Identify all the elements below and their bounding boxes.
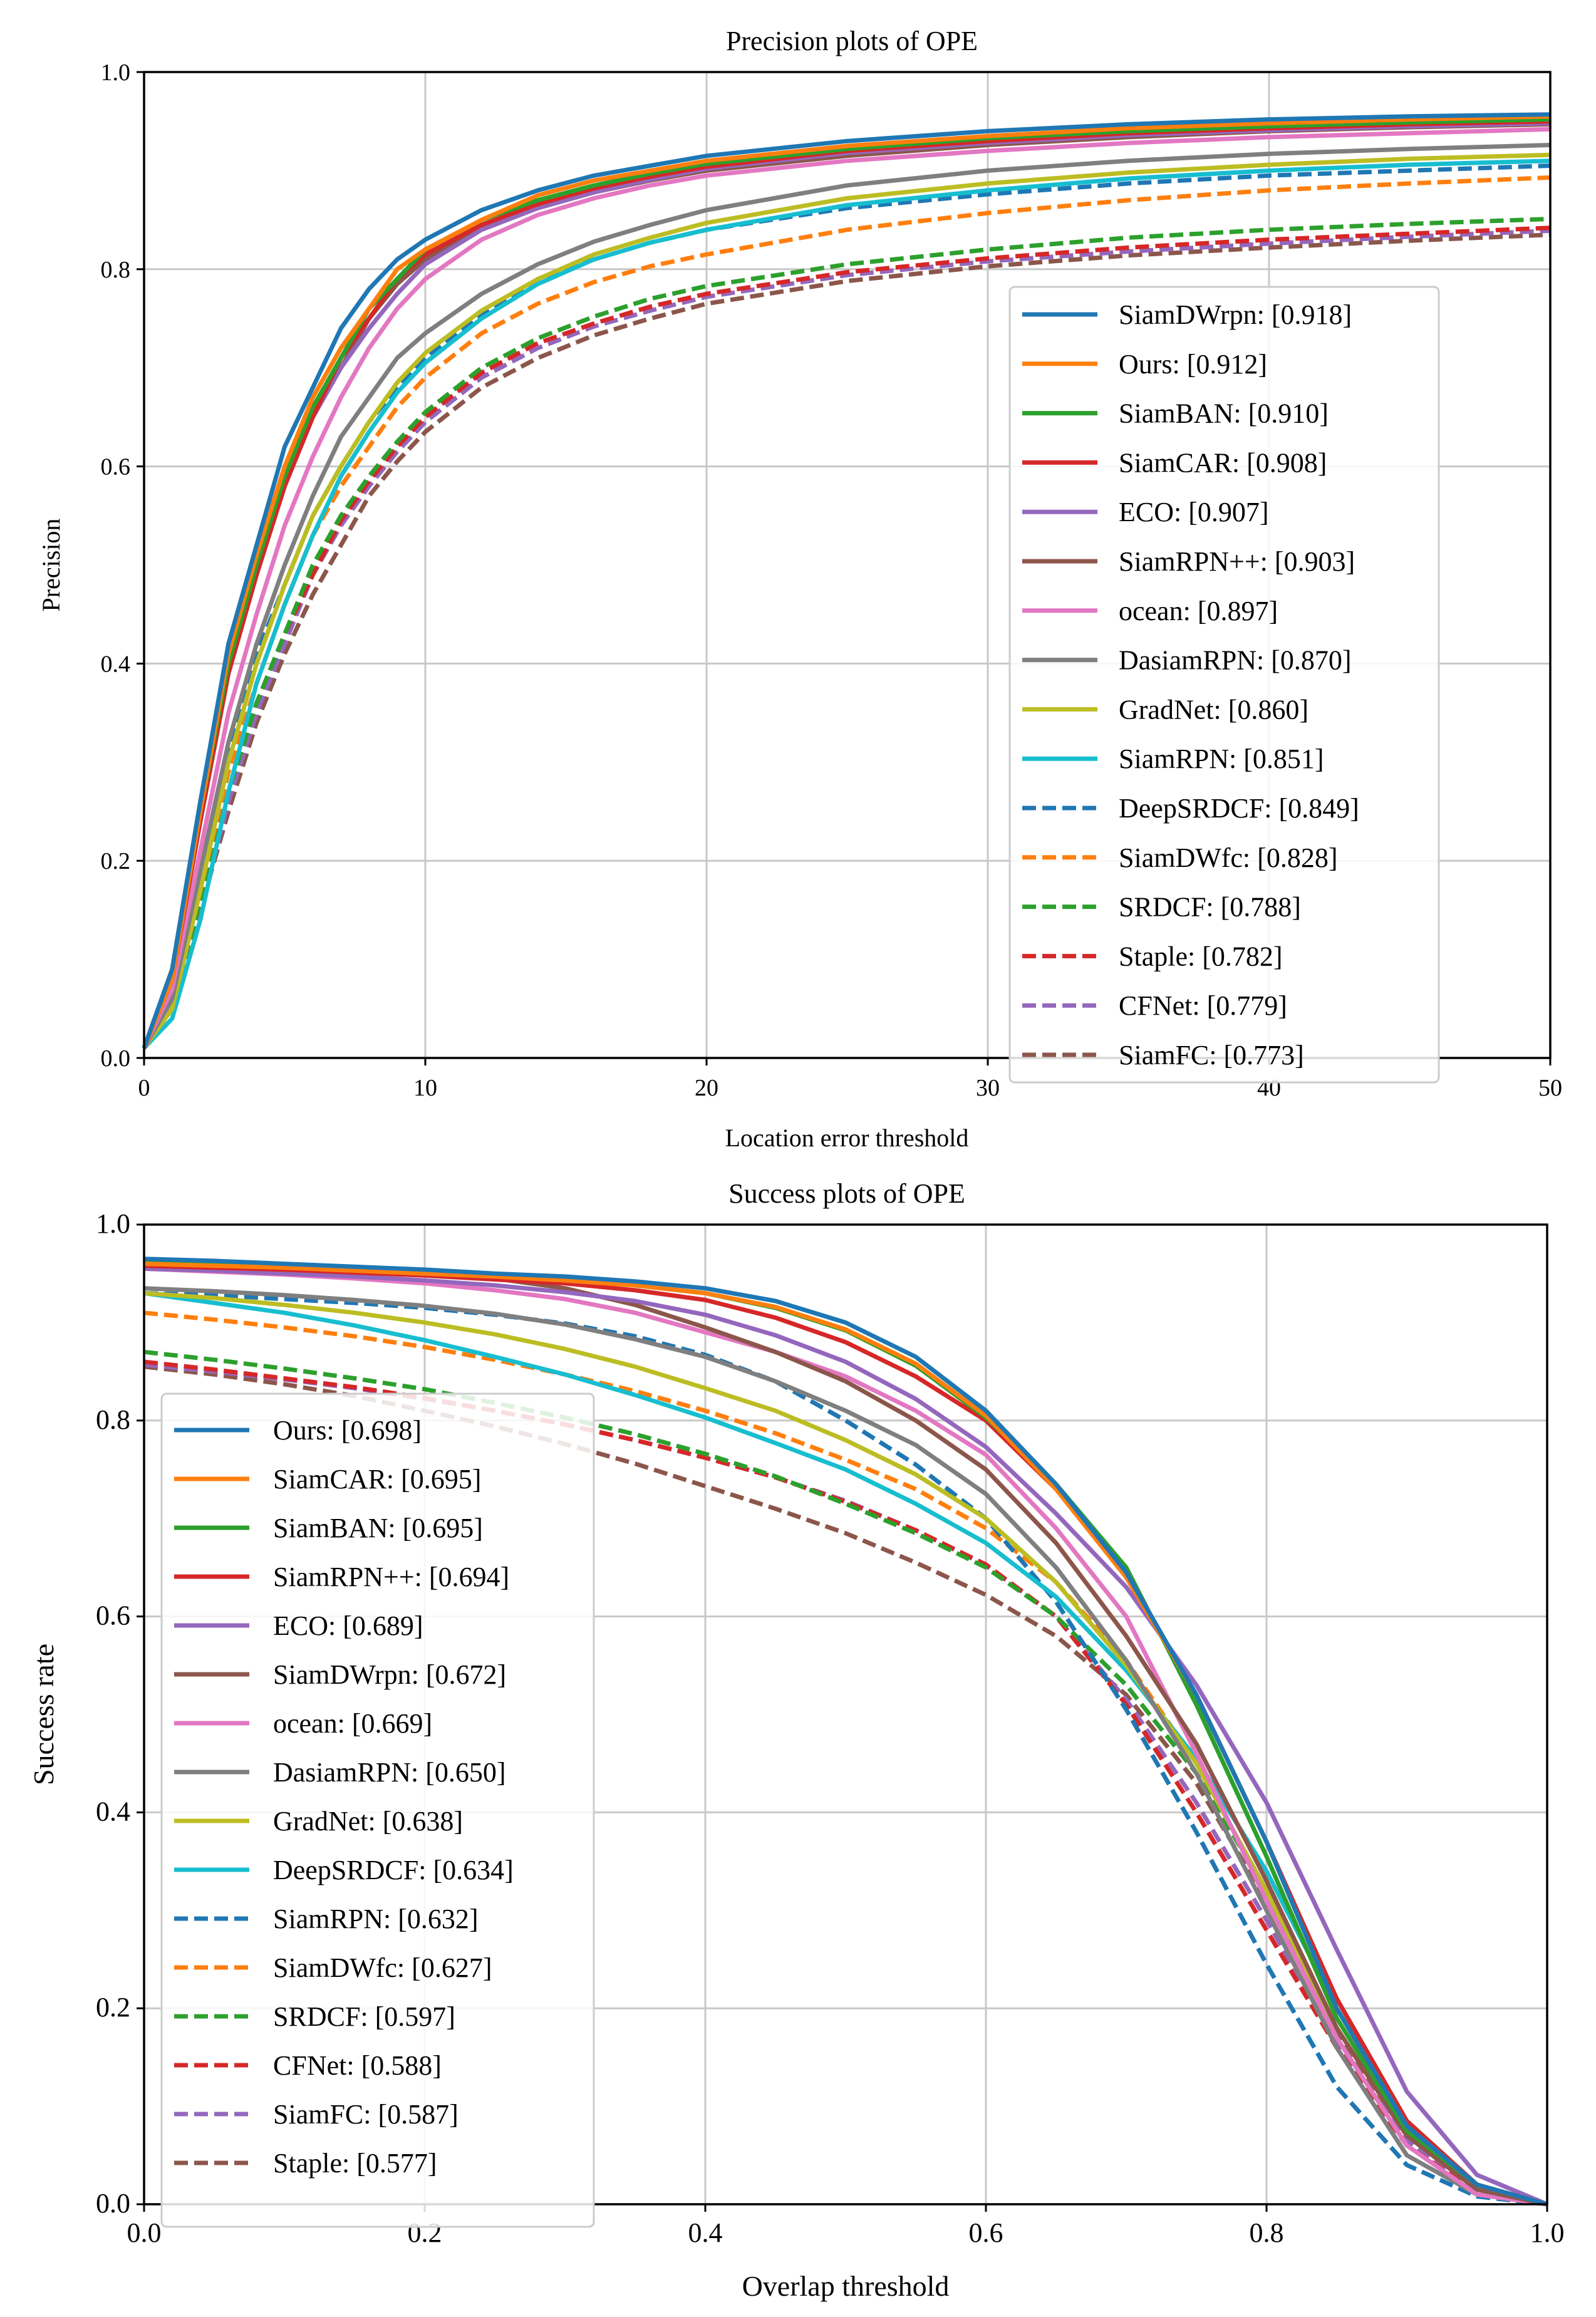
success-y-tick-label: 0.0 xyxy=(96,2188,130,2219)
success-legend-label: SiamDWfc: [0.627] xyxy=(273,1952,492,1983)
precision-legend-label: SiamBAN: [0.910] xyxy=(1119,398,1329,429)
success-y-tick-label: 0.2 xyxy=(96,1992,130,2023)
success-legend-label: Ours: [0.698] xyxy=(273,1415,422,1446)
success-series-line-ours xyxy=(143,1257,1548,2207)
success-y-tick-label: 1.0 xyxy=(96,1208,130,1239)
success-series-group xyxy=(143,1257,1548,2207)
precision-legend-label: ECO: [0.907] xyxy=(1119,497,1269,527)
success-legend-label: SiamFC: [0.587] xyxy=(273,2099,459,2130)
success-y-tick-label: 0.6 xyxy=(96,1600,130,1631)
success-y-tick-label: 0.4 xyxy=(96,1796,130,1827)
success-legend-label: SiamRPN: [0.632] xyxy=(273,1904,479,1934)
success-legend: Ours: [0.698] SiamCAR: [0.695] SiamBAN: [0… xyxy=(160,1392,595,2228)
precision-y-tick-label: 0.0 xyxy=(101,1045,131,1072)
success-legend-label: ECO: [0.689] xyxy=(273,1610,423,1641)
precision-legend-label: SRDCF: [0.788] xyxy=(1119,892,1301,923)
precision-legend-label: DeepSRDCF: [0.849] xyxy=(1119,793,1359,824)
precision-y-tick-label: 1.0 xyxy=(101,60,131,86)
precision-legend-label: GradNet: [0.860] xyxy=(1119,694,1308,725)
precision-y-ticks: 0.0 0.2 0.4 0.6 0.8 1.0 xyxy=(101,60,144,1072)
precision-legend-label: SiamFC: [0.773] xyxy=(1119,1040,1304,1070)
precision-x-tick-label: 50 xyxy=(1538,1075,1562,1101)
success-legend-label: SiamDWrpn: [0.672] xyxy=(273,1659,506,1690)
precision-series-line-siamrpn xyxy=(142,158,1551,1050)
success-legend-label: SiamBAN: [0.695] xyxy=(273,1513,483,1543)
precision-series-line-siamcar xyxy=(142,119,1551,1049)
success-legend-label: DasiamRPN: [0.650] xyxy=(273,1757,506,1788)
success-series-line-dasiamrpn xyxy=(143,1286,1548,2207)
success-series-line-staple xyxy=(143,1364,1548,2207)
precision-x-tick-label: 10 xyxy=(413,1075,437,1101)
precision-legend-label: ocean: [0.897] xyxy=(1119,596,1278,626)
success-x-tick-label: 0.6 xyxy=(969,2217,1003,2248)
success-chart: Success plots of OPE 0.0 0.2 0.4 0.6 0.8 1.0 … xyxy=(28,1178,1565,2302)
success-y-tick-label: 0.8 xyxy=(96,1404,130,1435)
precision-legend-label: SiamDWfc: [0.828] xyxy=(1119,842,1337,873)
precision-x-axis-label: Location error threshold xyxy=(725,1124,969,1152)
precision-series-line-siamdwrpn xyxy=(142,112,1551,1049)
precision-legend-label: SiamRPN: [0.851] xyxy=(1119,744,1324,774)
precision-series-line-ocean xyxy=(142,127,1551,1049)
precision-legend-label: CFNet: [0.779] xyxy=(1119,990,1287,1021)
precision-y-tick-label: 0.4 xyxy=(101,651,131,677)
precision-plot-frame xyxy=(143,71,1552,1059)
precision-y-tick-label: 0.2 xyxy=(101,848,131,874)
success-x-axis-label: Overlap threshold xyxy=(742,2270,950,2302)
success-x-tick-label: 0.0 xyxy=(127,2217,162,2248)
precision-series-line-deepsrdcf xyxy=(142,163,1551,1050)
precision-series-group xyxy=(142,112,1551,1050)
success-plot-frame xyxy=(143,1223,1548,2206)
precision-legend-label: Ours: [0.912] xyxy=(1119,349,1267,380)
precision-x-tick-label: 30 xyxy=(976,1075,1000,1101)
precision-y-axis-label: Precision xyxy=(37,519,65,612)
success-legend-label: SiamRPN++: [0.694] xyxy=(273,1562,509,1592)
precision-x-tick-label: 20 xyxy=(695,1075,718,1101)
precision-series-line-ours xyxy=(142,114,1551,1049)
success-legend-label: CFNet: [0.588] xyxy=(273,2050,442,2081)
success-legend-label: SRDCF: [0.597] xyxy=(273,2001,455,2032)
precision-legend-label: Staple: [0.782] xyxy=(1119,941,1283,972)
precision-series-line-gradnet xyxy=(142,152,1551,1050)
success-series-line-cfnet xyxy=(143,1359,1548,2207)
precision-chart: Precision plots of OPE 0 10 20 30 40 50 0.00.… xyxy=(37,26,1562,1152)
precision-series-line-dasiamrpn xyxy=(142,143,1551,1050)
precision-legend-label: SiamRPN++: [0.903] xyxy=(1119,546,1355,577)
success-legend-label: DeepSRDCF: [0.634] xyxy=(273,1855,514,1885)
precision-legend: SiamDWrpn: [0.918] Ours: [0.912] SiamBAN: … xyxy=(1008,286,1440,1084)
success-x-tick-label: 1.0 xyxy=(1530,2217,1565,2248)
success-series-line-siamrpn xyxy=(143,1291,1548,2207)
success-y-axis-label: Success rate xyxy=(28,1644,60,1785)
success-x-tick-label: 0.8 xyxy=(1250,2217,1284,2248)
success-series-line-ocean xyxy=(143,1266,1548,2207)
success-legend-box xyxy=(160,1392,595,2228)
precision-legend-box xyxy=(1008,286,1440,1084)
success-legend-label: GradNet: [0.638] xyxy=(273,1806,463,1837)
success-series-line-eco xyxy=(143,1266,1548,2207)
precision-series-line-srdcf xyxy=(142,217,1551,1050)
precision-y-tick-label: 0.6 xyxy=(101,454,131,480)
success-chart-title: Success plots of OPE xyxy=(728,1178,965,1209)
precision-legend-label: SiamCAR: [0.908] xyxy=(1119,447,1327,478)
precision-series-line-cfnet xyxy=(142,228,1551,1050)
precision-legend-label: DasiamRPN: [0.870] xyxy=(1119,645,1352,676)
success-legend-label: SiamCAR: [0.695] xyxy=(273,1464,481,1495)
success-x-tick-label: 0.4 xyxy=(688,2217,723,2248)
success-legend-label: ocean: [0.669] xyxy=(273,1708,432,1739)
precision-legend-label: SiamDWrpn: [0.918] xyxy=(1119,299,1352,330)
precision-series-line-staple xyxy=(142,225,1551,1050)
precision-series-line-siamdwfc xyxy=(142,175,1551,1050)
precision-series-line-siamfc xyxy=(142,232,1551,1050)
success-legend-label: Staple: [0.577] xyxy=(273,2148,437,2179)
precision-y-tick-label: 0.8 xyxy=(101,257,131,283)
precision-x-tick-label: 0 xyxy=(138,1075,150,1101)
success-y-ticks: 0.0 0.2 0.4 0.6 0.8 1.0 xyxy=(96,1208,144,2219)
precision-chart-title: Precision plots of OPE xyxy=(726,26,978,56)
